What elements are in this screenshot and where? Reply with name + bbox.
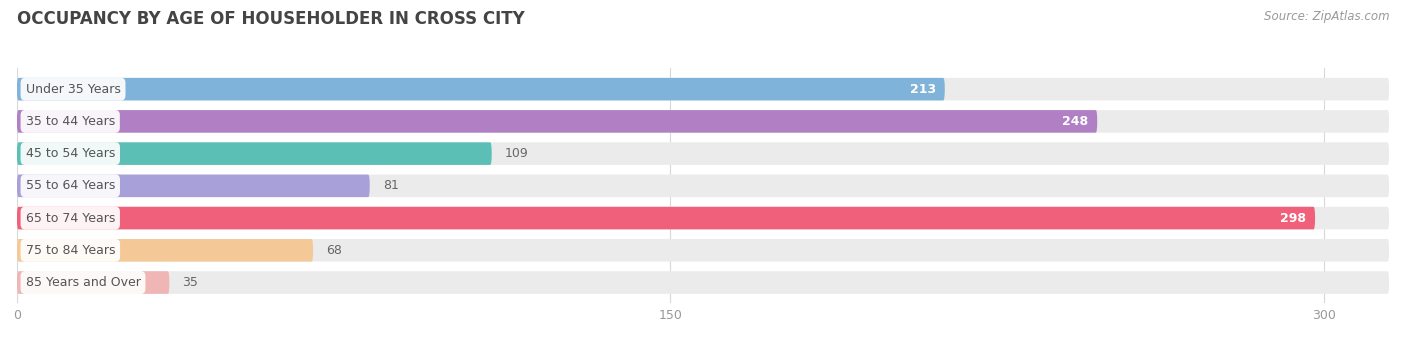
- Text: Under 35 Years: Under 35 Years: [25, 83, 121, 95]
- FancyBboxPatch shape: [17, 271, 169, 294]
- FancyBboxPatch shape: [17, 110, 1097, 133]
- FancyBboxPatch shape: [17, 110, 1389, 133]
- Text: 109: 109: [505, 147, 529, 160]
- Text: 68: 68: [326, 244, 342, 257]
- FancyBboxPatch shape: [17, 142, 1389, 165]
- Text: 248: 248: [1063, 115, 1088, 128]
- FancyBboxPatch shape: [17, 175, 370, 197]
- Text: 55 to 64 Years: 55 to 64 Years: [25, 179, 115, 192]
- FancyBboxPatch shape: [17, 239, 1389, 262]
- Text: 65 to 74 Years: 65 to 74 Years: [25, 211, 115, 225]
- Text: 213: 213: [910, 83, 936, 95]
- Text: 35: 35: [183, 276, 198, 289]
- FancyBboxPatch shape: [17, 271, 1389, 294]
- Text: 298: 298: [1281, 211, 1306, 225]
- Text: 75 to 84 Years: 75 to 84 Years: [25, 244, 115, 257]
- FancyBboxPatch shape: [17, 78, 945, 101]
- FancyBboxPatch shape: [17, 142, 492, 165]
- FancyBboxPatch shape: [17, 78, 1389, 101]
- Text: 35 to 44 Years: 35 to 44 Years: [25, 115, 115, 128]
- Text: 81: 81: [382, 179, 399, 192]
- FancyBboxPatch shape: [17, 175, 1389, 197]
- FancyBboxPatch shape: [17, 207, 1389, 229]
- Text: 45 to 54 Years: 45 to 54 Years: [25, 147, 115, 160]
- FancyBboxPatch shape: [17, 239, 314, 262]
- Text: 85 Years and Over: 85 Years and Over: [25, 276, 141, 289]
- Text: OCCUPANCY BY AGE OF HOUSEHOLDER IN CROSS CITY: OCCUPANCY BY AGE OF HOUSEHOLDER IN CROSS…: [17, 10, 524, 28]
- Text: Source: ZipAtlas.com: Source: ZipAtlas.com: [1264, 10, 1389, 23]
- FancyBboxPatch shape: [17, 207, 1315, 229]
